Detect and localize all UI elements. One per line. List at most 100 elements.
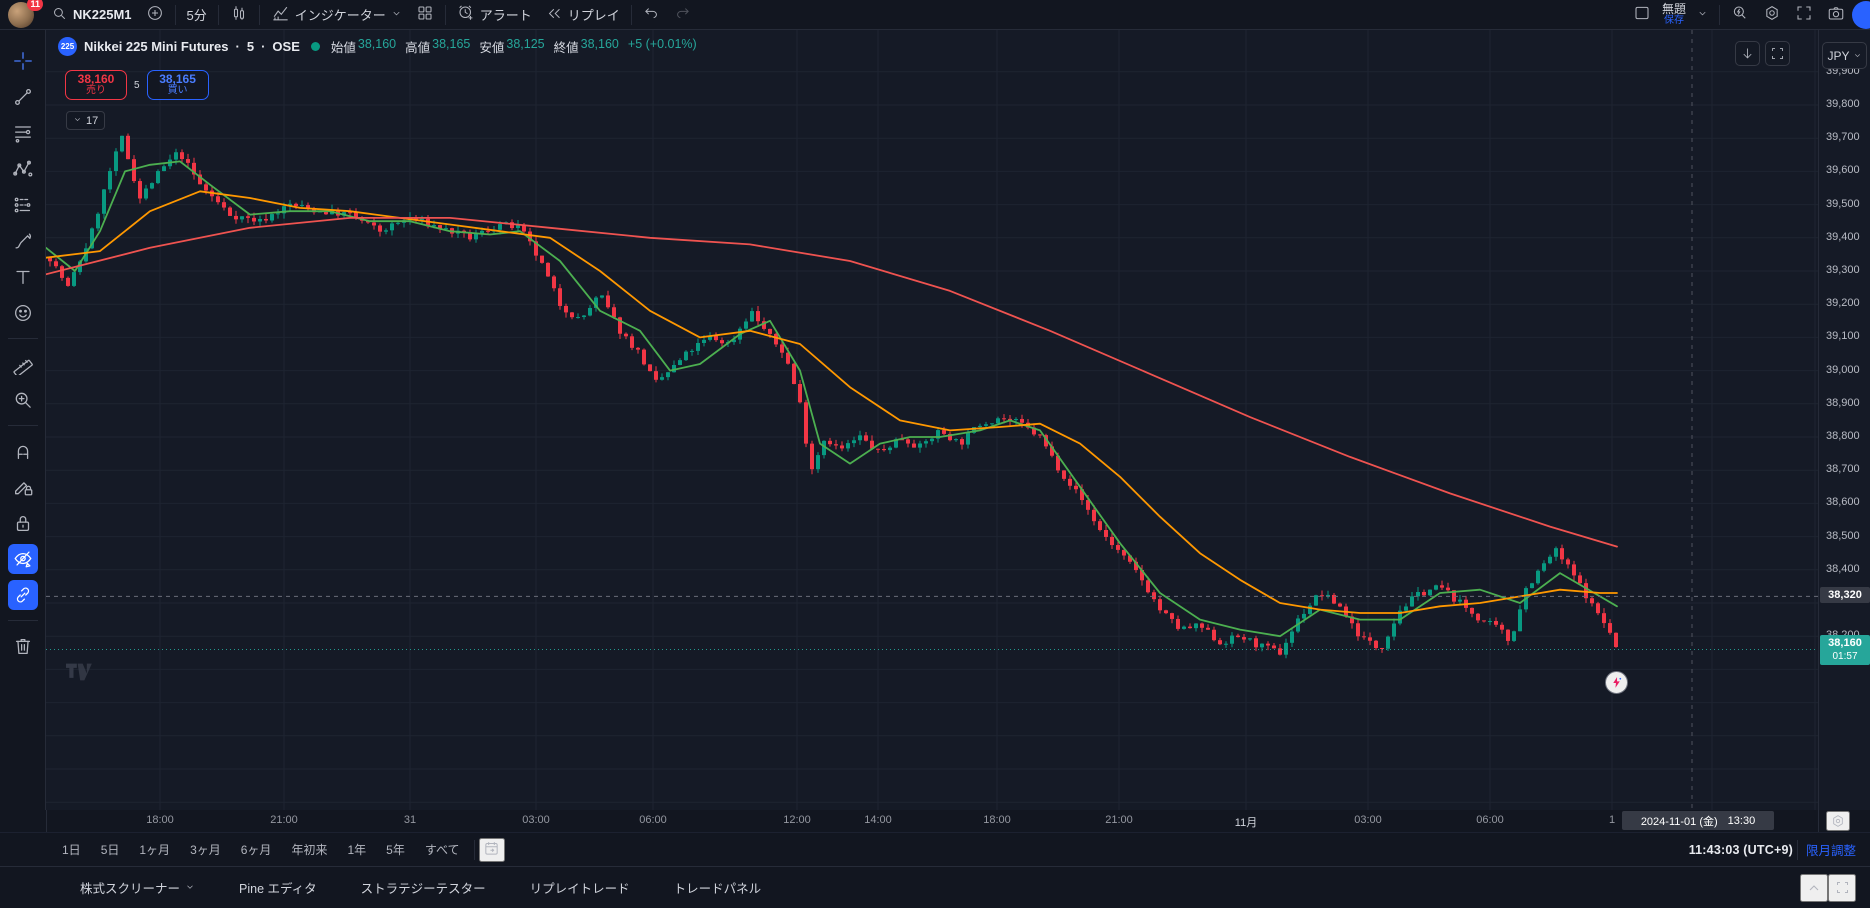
time-axis-label: 11月 [1234,817,1258,829]
range-button-6[interactable]: 1年 [337,837,376,862]
single-layout-icon [1633,4,1651,25]
session-clock[interactable]: 11:43:03 (UTC+9) [1688,842,1793,857]
panel-maximize-icon[interactable] [1828,873,1856,902]
price-axis[interactable]: JPY 38,320 38,160 01:57 39,900 39,800 39,7… [1818,30,1870,810]
close-label: 終値 [553,41,579,55]
range-button-3[interactable]: 3ヶ月 [180,837,231,862]
layout-menu-chevron[interactable] [1690,2,1715,28]
xabcd-pattern-tool[interactable] [8,154,38,184]
legend-exchange[interactable]: OSE [272,39,300,54]
bottom-tab-4[interactable]: トレードパネル [674,878,762,897]
toolbar-divider [444,4,446,25]
alarm-clock-icon [457,4,475,25]
price-axis-label: 38,500 [1826,529,1860,542]
high-value: 38,165 [432,37,471,51]
range-button-7[interactable]: 5年 [376,837,415,862]
chart-settings-button[interactable] [1756,2,1788,28]
sync-drawings-to-all-charts-tool[interactable] [7,580,38,610]
tradingview-logo[interactable] [66,663,96,686]
price-axis-label: 39,600 [1826,164,1860,177]
publish-button[interactable] [1852,0,1870,29]
magnet-tool[interactable] [8,436,38,466]
quick-order-flash-icon[interactable] [1605,671,1628,694]
indicators-button[interactable]: インジケーター [264,2,409,28]
brush-tool[interactable] [8,226,38,256]
range-button-5[interactable]: 年初来 [281,837,337,862]
change-value: +5 (+0.01%) [627,37,697,51]
collapsed-indicators-button[interactable]: 17 [66,111,106,130]
remove-all-drawings-tool[interactable] [8,631,38,661]
currency-button[interactable]: JPY [1822,42,1867,69]
alert-button[interactable]: アラート [450,2,539,28]
layout-name: 無題 [1661,1,1686,16]
panel-collapse-chevron-up-icon[interactable] [1800,873,1828,902]
crosshair-tool[interactable] [8,46,38,76]
zoom-in-tool[interactable] [8,385,38,415]
bottom-tab-0[interactable]: 株式スクリーナー [80,878,195,897]
replay-button[interactable]: リプレイ [539,2,627,28]
quick-search-button[interactable] [1724,2,1756,28]
undo-button[interactable] [636,2,667,28]
emoji-tool[interactable] [8,298,38,328]
chart-style-button[interactable] [223,2,255,28]
bottom-tab-2[interactable]: ストラテジーテスター [361,878,486,897]
prev-settlement-price-badge: 38,320 [1820,587,1870,604]
maximize-pane-button[interactable] [1765,41,1790,66]
layout-templates-button[interactable] [409,2,441,28]
parallel-lines-tool[interactable] [8,118,38,148]
user-menu-button[interactable]: 11 [8,0,43,30]
price-axis-label: 39,300 [1826,264,1860,276]
open-value: 38,160 [357,37,397,51]
symbol-search-button[interactable]: NK225M1 [44,2,139,28]
legend-interval[interactable]: 5 [246,39,255,54]
price-axis-label: 38,800 [1826,430,1860,442]
crosshair-time: 13:30 [1727,814,1756,827]
fullscreen-icon [1795,4,1813,25]
redo-button[interactable] [667,2,698,28]
range-button-8[interactable]: すべて [415,837,470,862]
lock-all-drawings-tool[interactable] [8,508,38,538]
ruler-tool[interactable] [8,349,38,379]
interval-button[interactable]: 5分 [180,2,214,28]
scroll-to-recent-button[interactable] [1735,41,1760,66]
layout-select-button[interactable] [1626,2,1658,28]
camera-icon [1827,4,1845,25]
trend-line-tool[interactable] [8,82,38,112]
price-axis-label: 39,400 [1826,230,1860,243]
bottom-tab-1[interactable]: Pine エディタ [239,878,317,897]
range-button-4[interactable]: 6ヶ月 [231,837,282,862]
chart-pane[interactable]: 225 Nikkei 225 Mini Futures · 5 · OSE 始値… [46,30,1818,810]
bottom-tab-3[interactable]: リプレイトレード [530,878,630,897]
snapshot-button[interactable] [1820,2,1852,28]
price-axis-label: 39,200 [1826,297,1860,310]
symbol-title[interactable]: Nikkei 225 Mini Futures [84,39,229,54]
buy-button[interactable]: 38,165 買い [146,70,209,100]
save-layout-button[interactable]: 無題 保存 [1658,1,1690,26]
market-status-dot[interactable] [310,42,320,51]
hide-all-drawings-tool[interactable] [7,544,38,574]
toolbar-divider [1719,4,1720,25]
sell-button[interactable]: 38,160 売り [65,70,127,100]
fullscreen-button[interactable] [1788,2,1820,28]
price-chart[interactable] [46,30,1818,810]
toolbar-divider [174,4,176,25]
time-axis[interactable]: 18:00 21:00 31 03:00 06:00 12:00 14:00 18:00 21:… [0,810,1870,832]
price-axis-settings-gear-icon[interactable] [1826,811,1850,831]
forecast-tool[interactable] [8,190,38,220]
chart-legend[interactable]: 225 Nikkei 225 Mini Futures · 5 · OSE 始値… [58,37,697,56]
buy-price: 38,165 [159,72,196,86]
legend-separator: · [235,39,240,54]
notification-badge: 11 [27,0,43,11]
axis-divider [1818,810,1819,832]
compare-add-symbol-button[interactable] [139,2,171,28]
chevron-down-icon [73,115,82,127]
top-toolbar: 11 NK225M1 5分 インジケーター [0,0,1870,30]
text-tool[interactable] [8,262,38,292]
bottom-tab-label: Pine エディタ [239,882,317,896]
range-button-0[interactable]: 1日 [52,837,91,862]
go-to-date-button[interactable] [478,837,505,862]
drawing-edit-lock-tool[interactable] [8,472,38,502]
range-button-1[interactable]: 5日 [91,837,130,862]
range-button-2[interactable]: 1ヶ月 [129,837,180,862]
contract-adjust-button[interactable]: 限月調整 [1805,844,1856,858]
